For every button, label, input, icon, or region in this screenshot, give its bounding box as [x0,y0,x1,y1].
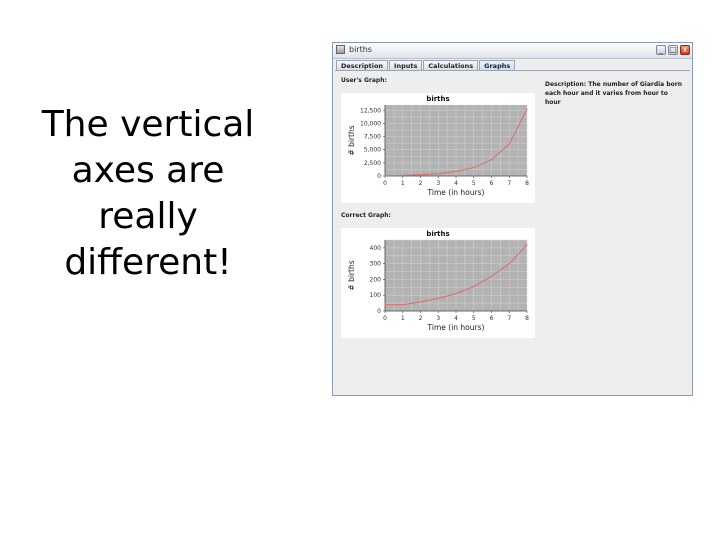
data-point [402,304,404,306]
data-point [473,166,475,169]
tab-bar: Description Inputs Calculations Graphs [336,60,516,71]
x-tick-label: 5 [472,180,476,187]
tab-inputs[interactable]: Inputs [389,60,423,71]
x-tick-label: 8 [525,180,529,187]
y-tick-label: 300 [370,261,382,268]
x-tick-label: 7 [507,180,511,187]
x-tick-label: 0 [383,315,387,322]
x-tick-label: 6 [490,315,494,322]
x-tick-label: 4 [454,180,458,187]
correct-graph-label: Correct Graph: [341,212,391,219]
maximize-button[interactable]: □ [668,45,678,55]
correct-graph-chart: births 0 100 200 300 400 0 1 2 3 4 5 6 7 8 Time (in hou… [347,230,529,332]
x-tick-label: 3 [436,180,440,187]
window-title: births [349,45,372,54]
x-tick-label: 5 [472,315,476,322]
y-tick-label: 10,000 [360,120,381,127]
users-graph-chart: births 0 2,500 5,000 7,500 10,000 12,500 0 1 2 3 4 5… [347,95,529,197]
data-point [473,285,475,288]
y-tick-label: 12,500 [360,107,381,114]
users-graph-label: User's Graph: [341,77,387,84]
y-axis-label: # births [347,260,356,290]
x-tick-label: 4 [454,315,458,322]
data-point [419,301,422,303]
y-tick-label: 400 [370,245,382,252]
x-tick-label: 1 [401,180,405,187]
data-point [526,244,528,246]
x-tick-label: 1 [401,315,405,322]
data-point [384,304,386,306]
data-point [402,174,404,177]
data-point [437,297,439,299]
tab-graphs[interactable]: Graphs [479,60,516,71]
y-tick-label: 7,500 [364,134,381,141]
slide-line: axes are [71,150,225,191]
births-window: births _ □ x Description Inputs Calculat… [332,42,693,396]
slide-line: really [98,196,198,237]
data-point [455,170,457,173]
y-tick-label: 5,000 [364,147,381,154]
x-axis-label: Time (in hours) [427,323,485,332]
data-point [419,174,422,176]
chart-title: births [426,95,449,103]
x-tick-label: 0 [383,180,387,187]
description-text: Description: The number of Giardia born … [545,81,682,106]
x-tick-label: 2 [419,180,423,187]
tab-calculations[interactable]: Calculations [423,60,479,71]
slide-heading: The vertical axes are really different! [22,102,274,286]
data-point [455,293,457,295]
data-point [526,108,528,110]
x-tick-label: 6 [490,180,494,187]
y-tick-label: 100 [370,292,382,299]
x-tick-label: 2 [419,315,423,322]
chart-title: births [426,230,449,238]
minimize-button[interactable]: _ [656,45,666,55]
y-tick-label: 2,500 [364,160,381,167]
y-tick-label: 0 [377,173,381,180]
x-tick-label: 8 [525,315,529,322]
slide-line: The vertical [41,104,255,145]
tab-divider [335,70,690,71]
y-axis-label: # births [347,125,356,155]
close-button[interactable]: x [680,45,690,55]
data-point [490,159,493,161]
data-point [490,275,493,277]
slide-line: different! [64,242,232,283]
data-point [437,173,439,175]
x-tick-label: 3 [436,315,440,322]
x-axis-label: Time (in hours) [427,188,485,197]
app-icon [336,45,345,54]
data-point [384,175,386,177]
y-tick-label: 0 [377,308,381,315]
data-point [508,263,510,265]
x-tick-label: 7 [507,315,511,322]
window-titlebar[interactable]: births _ □ x [333,43,692,59]
correct-graph-panel: births 0 100 200 300 400 0 1 2 3 4 5 6 7 8 Time (in hou… [341,228,535,338]
data-point [508,143,510,145]
y-tick-label: 200 [370,276,382,283]
users-graph-panel: births 0 2,500 5,000 7,500 10,000 12,500 0 1 2 3 4 5… [341,93,535,203]
tab-description[interactable]: Description [336,60,389,71]
